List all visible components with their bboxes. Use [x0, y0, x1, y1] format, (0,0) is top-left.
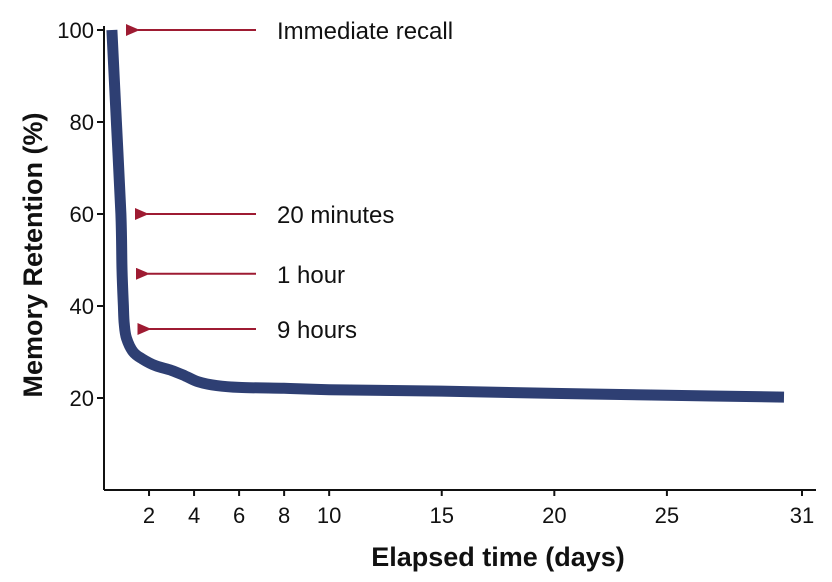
y-tick-label: 60	[70, 202, 94, 227]
y-tick-label: 40	[70, 294, 94, 319]
retention-curve-series-0	[106, 29, 785, 403]
annotation-label: Immediate recall	[277, 18, 453, 45]
series-layer	[106, 29, 785, 403]
x-tick-label: 10	[317, 503, 341, 528]
x-tick-label: 8	[278, 503, 290, 528]
annotation-layer: Immediate recall 20 minutes 1 hour 9 hours	[125, 18, 453, 344]
x-tick-label: 15	[429, 503, 453, 528]
x-tick-label: 4	[188, 503, 200, 528]
y-tick-label: 100	[57, 18, 94, 43]
x-axis-ticks: 2 4 6 8 10 15 20 25 31	[143, 490, 814, 528]
x-tick-label: 31	[790, 503, 814, 528]
y-axis-ticks: 20 40 60 80 100	[57, 18, 104, 411]
x-axis-title: Elapsed time (days)	[371, 542, 625, 572]
y-axis-title: Memory Retention (%)	[18, 112, 48, 397]
axes	[103, 26, 816, 491]
x-tick-label: 2	[143, 503, 155, 528]
x-tick-label: 6	[233, 503, 245, 528]
annotation-label: 1 hour	[277, 262, 345, 289]
x-tick-label: 20	[542, 503, 566, 528]
y-tick-label: 20	[70, 386, 94, 411]
x-tick-label: 25	[655, 503, 679, 528]
y-tick-label: 80	[70, 110, 94, 135]
annotation-label: 20 minutes	[277, 202, 394, 229]
annotation-label: 9 hours	[277, 317, 357, 344]
